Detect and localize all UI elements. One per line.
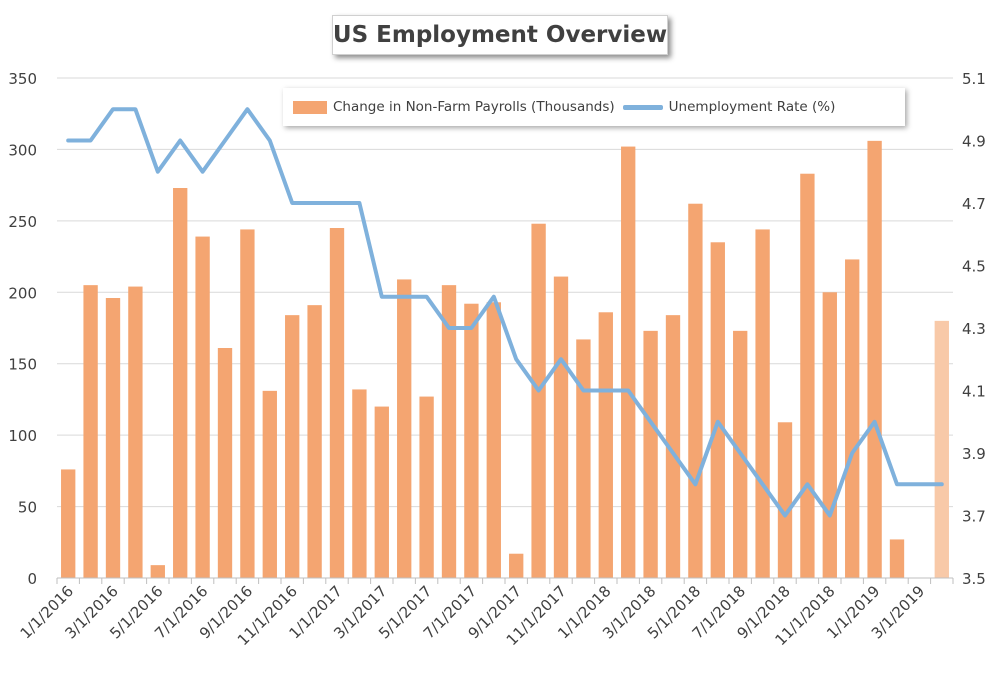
payroll-bar (509, 553, 524, 578)
payroll-bar (576, 339, 591, 578)
legend: Change in Non-Farm Payrolls (Thousands) … (283, 88, 905, 126)
right-tick-label: 3.7 (962, 508, 986, 526)
payroll-bar (240, 229, 255, 578)
payroll-bar (755, 229, 770, 578)
right-tick-label: 4.1 (962, 383, 986, 401)
payroll-bar (307, 305, 322, 578)
left-tick-label: 0 (27, 570, 37, 588)
right-tick-label: 5.1 (962, 70, 986, 88)
payroll-bar (105, 298, 121, 578)
payroll-bar (822, 292, 837, 578)
gridlines (57, 77, 953, 508)
payroll-bar (329, 228, 345, 578)
payroll-bar (867, 140, 882, 578)
payroll-bar (486, 302, 501, 578)
payroll-bar (643, 330, 658, 578)
legend-label-payrolls: Change in Non-Farm Payrolls (Thousands) (333, 99, 615, 115)
payroll-bar (889, 539, 905, 578)
left-tick-label: 200 (8, 284, 37, 302)
payroll-bar (397, 279, 412, 578)
right-tick-label: 4.9 (962, 133, 986, 151)
right-tick-label: 4.3 (962, 320, 986, 338)
right-tick-label: 3.5 (962, 570, 986, 588)
right-tick-label: 3.9 (962, 445, 986, 463)
payroll-bar (195, 236, 210, 579)
unemployment-line-group (66, 107, 944, 518)
payroll-bar (217, 348, 233, 578)
left-tick-label: 250 (8, 213, 37, 231)
left-axis-tick-labels: 0 50 100 150 200 250 300 350 (8, 70, 37, 588)
payroll-bar (934, 320, 949, 578)
right-tick-label: 4.7 (962, 195, 986, 213)
left-tick-label: 50 (18, 499, 37, 517)
payroll-bar (464, 303, 479, 578)
payroll-bar (710, 242, 725, 579)
legend-swatch-unemployment (622, 104, 663, 110)
chart-title: US Employment Overview (332, 15, 668, 55)
payroll-bar (441, 285, 457, 578)
payroll-bar (262, 390, 277, 578)
left-tick-label: 100 (8, 427, 37, 445)
payroll-bar (374, 406, 389, 578)
legend-swatch-payrolls (293, 100, 327, 114)
payroll-bar (128, 286, 143, 578)
right-axis-tick-labels: 3.5 3.7 3.9 4.1 4.3 4.5 4.7 4.9 5.1 (962, 70, 986, 588)
payroll-bar (173, 188, 188, 578)
left-tick-label: 150 (8, 356, 37, 374)
payroll-bar (777, 422, 793, 578)
payroll-bar (61, 469, 76, 578)
payroll-bar (285, 315, 300, 578)
payroll-bar (419, 396, 434, 578)
payroll-bar (352, 389, 367, 578)
x-axis-tick-labels: 1/1/20163/1/20165/1/20167/1/20169/1/2016… (17, 582, 929, 649)
legend-label-unemployment: Unemployment Rate (%) (668, 99, 836, 115)
left-tick-label: 300 (8, 141, 37, 159)
payroll-bars (61, 140, 949, 579)
payroll-bar (150, 565, 165, 578)
payroll-bar (800, 173, 815, 578)
unemployment-line (66, 107, 944, 518)
axis-lines (56, 577, 954, 584)
payroll-bar (665, 315, 681, 578)
legend-entry-payrolls: Change in Non-Farm Payrolls (Thousands) (283, 99, 615, 115)
payroll-bar (531, 223, 546, 578)
payroll-bar (83, 285, 98, 578)
left-tick-label: 350 (8, 70, 37, 88)
payroll-bar (598, 312, 613, 578)
payroll-bar (621, 146, 636, 579)
right-tick-label: 4.5 (962, 258, 986, 276)
legend-entry-unemployment: Unemployment Rate (%) (615, 99, 836, 115)
payroll-bar (688, 203, 703, 578)
payroll-bar (845, 259, 860, 578)
payroll-bar (553, 276, 569, 578)
